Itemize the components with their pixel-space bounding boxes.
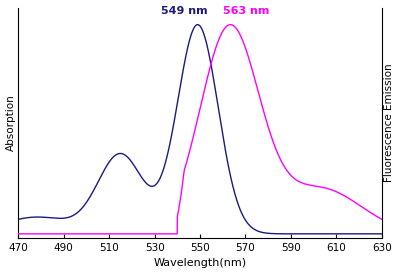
Y-axis label: Fluorescence Emission: Fluorescence Emission: [384, 64, 394, 182]
Text: 563 nm: 563 nm: [223, 6, 269, 16]
Text: 549 nm: 549 nm: [161, 6, 208, 16]
Y-axis label: Absorption: Absorption: [6, 95, 16, 151]
X-axis label: Wavelength(nm): Wavelength(nm): [154, 258, 246, 269]
